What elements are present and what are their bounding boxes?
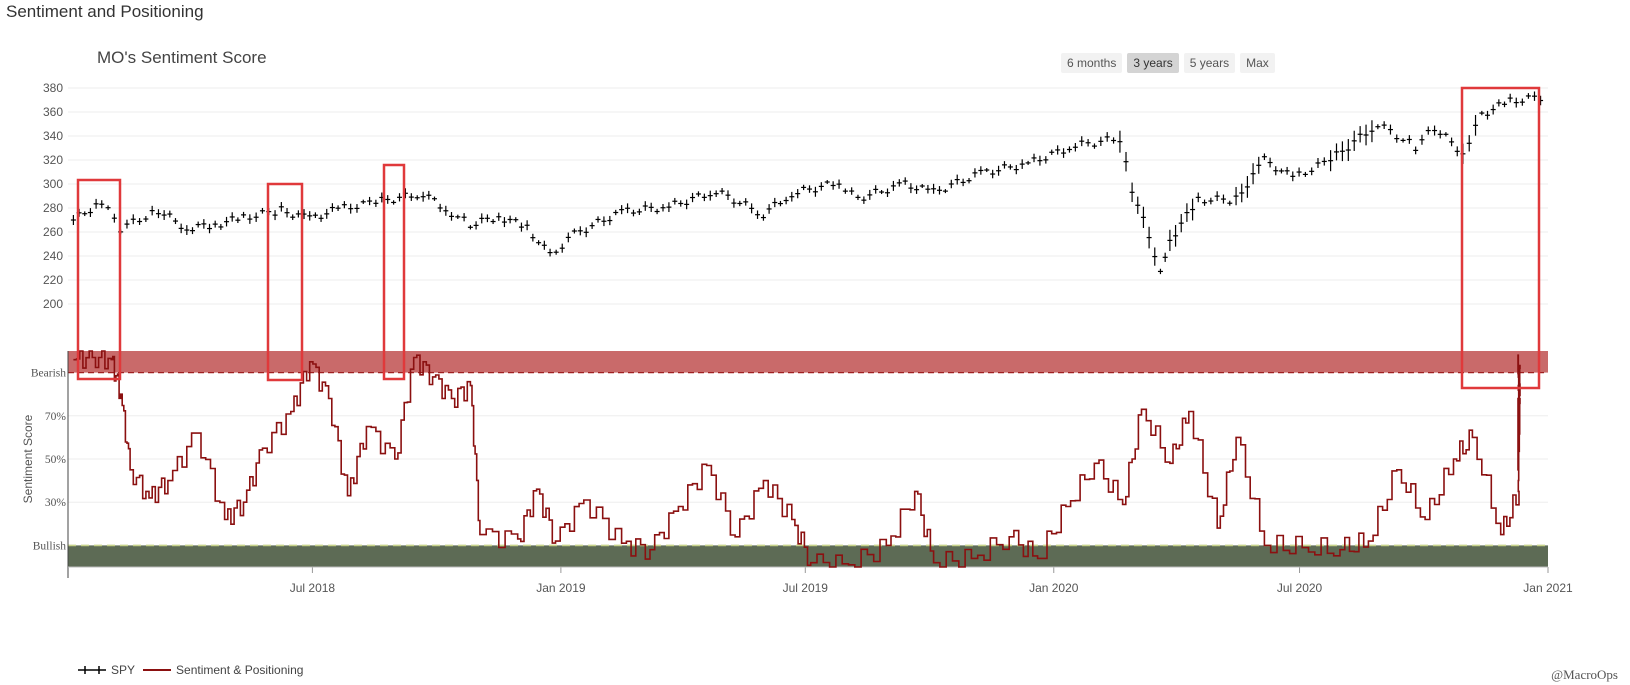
range-5-years-button[interactable]: 5 years [1183, 53, 1236, 73]
y-tick-label: 320 [43, 153, 63, 167]
x-tick-label: Jan 2021 [1523, 581, 1573, 595]
spy-legend-symbol-icon [78, 666, 106, 674]
range-6-months-button[interactable]: 6 months [1061, 53, 1123, 73]
y-tick-label: 280 [43, 201, 63, 215]
chart-title: MO's Sentiment Score [97, 48, 267, 67]
y-tick-label: 70% [45, 411, 67, 423]
range-3-years-button[interactable]: 3 years [1127, 53, 1179, 73]
y-tick-label: 50% [45, 454, 67, 466]
highlight-box [382, 163, 406, 381]
page-title: Sentiment and Positioning [6, 2, 204, 21]
x-tick-label: Jul 2019 [783, 581, 829, 595]
x-tick-label: Jan 2020 [1029, 581, 1079, 595]
y-tick-label: 240 [43, 249, 63, 263]
x-tick-label: Jul 2018 [290, 581, 336, 595]
y-tick-label: 30% [45, 497, 67, 509]
highlight-box [76, 178, 122, 381]
bearish-band [68, 351, 1548, 373]
legend-sentiment-label: Sentiment & Positioning [176, 663, 304, 677]
watermark: @MacroOps [1551, 667, 1618, 682]
y-tick-label: 360 [43, 105, 63, 119]
y-tick-label: 340 [43, 129, 63, 143]
y-tick-label: 200 [43, 297, 63, 311]
legend-spy-label: SPY [111, 663, 136, 677]
sentiment-legend-symbol-icon [143, 669, 172, 671]
legend-item-spy[interactable]: SPY [78, 663, 135, 677]
range-max-button[interactable]: Max [1240, 53, 1275, 73]
y-tick-label: 300 [43, 177, 63, 191]
highlight-box [1460, 86, 1541, 390]
range-selector: 6 months 3 years 5 years Max [1061, 53, 1275, 73]
y-tick-label: Bearish [31, 368, 66, 380]
y-tick-label: 260 [43, 225, 63, 239]
y-tick-label: 380 [43, 81, 63, 95]
sentiment-line [73, 350, 1521, 568]
x-tick-label: Jul 2020 [1277, 581, 1323, 595]
y-axis-title: Sentiment Score [21, 414, 35, 503]
y-tick-label: Bullish [33, 540, 66, 552]
x-tick-label: Jan 2019 [536, 581, 586, 595]
legend: SPY Sentiment & Positioning [78, 663, 303, 677]
y-tick-label: 220 [43, 273, 63, 287]
legend-item-sentiment[interactable]: Sentiment & Positioning [143, 663, 303, 677]
highlight-box [266, 182, 304, 382]
